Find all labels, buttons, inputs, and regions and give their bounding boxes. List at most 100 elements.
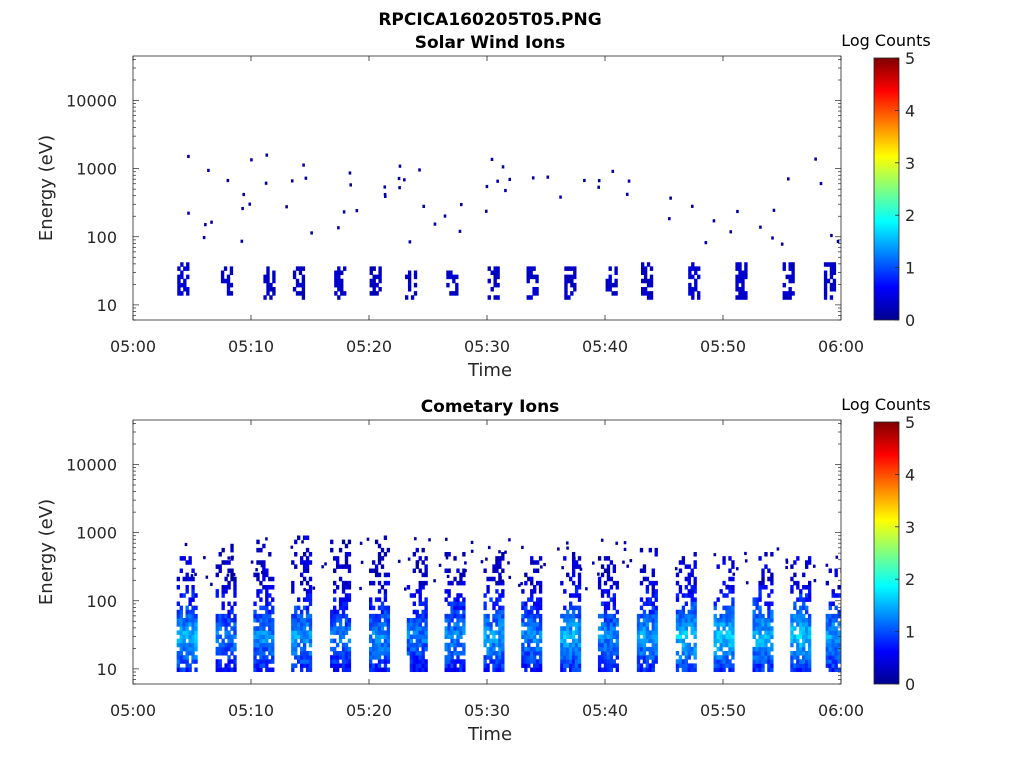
heatmap-cell [761,663,765,668]
heatmap-cell [268,651,272,656]
heatmap-cell [614,278,618,284]
heatmap-cell [341,613,346,619]
heatmap-cell [347,659,352,664]
colorbar-tick-label: 1 [905,259,915,278]
heatmap-cell [218,651,222,656]
heatmap-cell [380,556,385,561]
heatmap-cell [268,659,272,664]
heatmap-cell [793,663,797,668]
heatmap-cell [728,605,732,611]
heatmap-cell [577,618,582,623]
heatmap-cell [615,638,619,644]
heatmap-cell [735,282,739,288]
heatmap-cell [829,295,834,300]
heatmap-cell [447,580,451,586]
heatmap-cell [799,626,803,631]
heatmap-cell [574,626,579,631]
heatmap-cell [829,282,834,288]
heatmap-cell [825,655,830,660]
heatmap-cell [259,655,263,660]
heatmap-cell [495,556,499,561]
heatmap-cell [495,622,499,627]
heatmap-cell [799,651,803,656]
heatmap-cell [341,663,346,668]
heatmap-cell [802,663,806,668]
heatmap-cell [447,613,451,619]
heatmap-cell [188,630,192,635]
heatmap-cell [603,580,608,586]
heatmap-cell [495,601,499,607]
heatmap-cell [690,618,694,623]
heatmap-cell [527,634,531,640]
heatmap-cell [453,605,457,611]
heatmap-cell [834,630,838,635]
heatmap-cell [383,605,388,611]
heatmap-cell [374,638,379,644]
heatmap-cell [253,634,257,640]
heatmap-cell [308,659,313,664]
heatmap-cell [338,651,343,656]
heatmap-cell [226,282,231,288]
heatmap-cell [825,651,830,656]
heatmap-cell [371,630,376,635]
heatmap-cell [421,572,425,578]
heatmap-cell [606,630,611,635]
heatmap-cell [530,556,534,561]
heatmap-cell [725,609,729,615]
heatmap-cell [731,613,735,619]
heatmap-cell [447,630,451,635]
heatmap-cell [224,651,228,656]
heatmap-cell [421,560,425,565]
heatmap-cell [221,593,225,598]
heatmap-cell [741,278,745,284]
heatmap-cell [184,542,188,547]
heatmap-cell [639,626,644,631]
heatmap-cell [574,667,579,673]
heatmap-cell [563,613,567,619]
heatmap-cell [433,222,437,226]
heatmap-cell [483,659,487,664]
heatmap-cell [571,609,576,615]
heatmap-cell [492,576,496,582]
heatmap-cell [828,651,832,656]
heatmap-cell [694,270,698,276]
heatmap-cell [719,618,723,623]
heatmap-cell [496,295,500,300]
heatmap-cell [462,605,466,611]
heatmap-cell [498,580,502,586]
heatmap-cell [688,274,692,280]
heatmap-cell [823,262,828,267]
heatmap-cell [498,638,502,644]
heatmap-cell [826,262,831,267]
heatmap-cell [533,626,537,631]
heatmap-cell [229,291,234,296]
heatmap-cell [302,663,307,668]
heatmap-cell [483,667,487,673]
heatmap-cell [486,655,490,660]
heatmap-cell [828,634,832,640]
heatmap-cell [829,274,834,280]
heatmap-cell [530,659,534,664]
heatmap-cell [230,634,234,640]
heatmap-cell [681,646,686,652]
heatmap-cell [377,651,382,656]
heatmap-cell [369,622,373,627]
heatmap-cell [179,659,183,664]
heatmap-cell [828,568,832,574]
heatmap-cell [725,593,729,598]
heatmap-cell [796,667,800,673]
heatmap-cell [828,605,832,611]
heatmap-cell [837,655,841,660]
heatmap-cell [603,630,608,635]
heatmap-cell [418,663,422,668]
heatmap-cell [642,613,647,619]
heatmap-cell [684,630,688,635]
heatmap-cell [253,572,257,578]
heatmap-cell [560,651,564,656]
heatmap-cell [334,291,338,296]
heatmap-cell [645,646,650,652]
heatmap-cell [369,634,373,640]
heatmap-cell [347,597,352,602]
heatmap-cell [372,282,376,288]
heatmap-cell [305,593,310,598]
